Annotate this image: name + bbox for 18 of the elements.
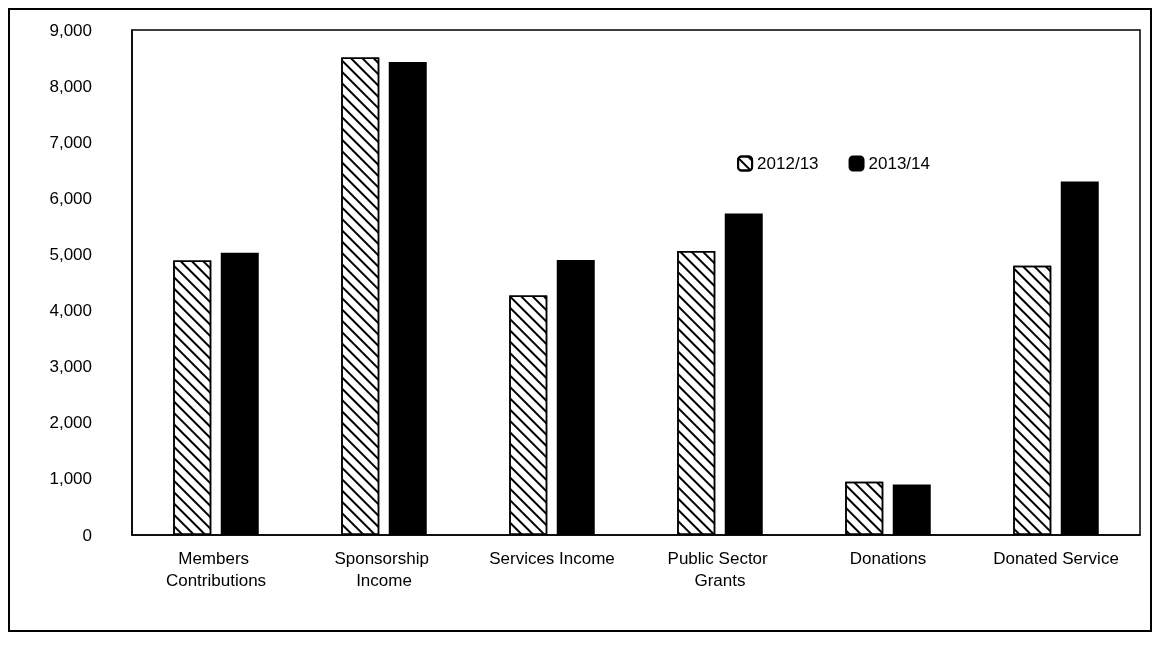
y-tick-label: 2,000	[49, 413, 92, 433]
x-tick-label: Donated Service	[993, 548, 1119, 568]
x-tick-label: Public Sector Grants	[667, 548, 773, 590]
y-tick-label: 1,000	[49, 469, 92, 489]
y-tick-label: 3,000	[49, 357, 92, 377]
y-tick-label: 9,000	[49, 20, 92, 40]
y-tick-label: 0	[82, 525, 92, 545]
x-tick-label: Services Income	[489, 548, 615, 568]
y-tick-label: 4,000	[49, 301, 92, 321]
legend-label: 2013/14	[868, 154, 930, 173]
y-tick-label: 5,000	[49, 244, 92, 264]
x-tick-label: Sponsorship Income	[334, 548, 434, 590]
y-tick-label: 6,000	[49, 188, 92, 208]
legend-label: 2012/13	[757, 154, 819, 173]
y-tick-label: 7,000	[49, 132, 92, 152]
x-tick-label: Members Contributions	[165, 548, 267, 590]
x-tick-label: Donations	[849, 548, 927, 568]
y-tick-label: 8,000	[49, 76, 92, 96]
